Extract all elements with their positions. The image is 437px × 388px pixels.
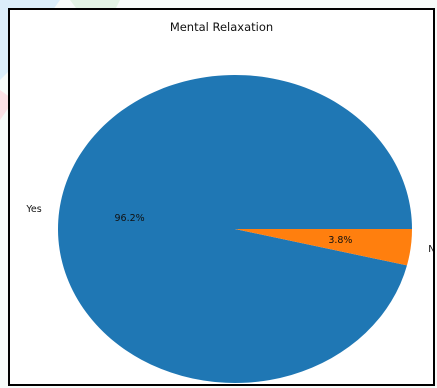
chart-frame: Mental Relaxation 96.2% Yes 3.8% No (8, 8, 435, 386)
pie-slice-yes (57, 75, 412, 384)
chart-title: Mental Relaxation (169, 20, 274, 34)
pie-chart: 96.2% Yes 3.8% No (25, 75, 435, 384)
pie-pct-label-no: 3.8% (328, 235, 352, 246)
pie-category-label-no: No (428, 244, 435, 255)
pie-category-label-yes: Yes (25, 204, 41, 215)
pie-slice-no (235, 229, 412, 266)
pie-pct-label-yes: 96.2% (115, 213, 145, 224)
